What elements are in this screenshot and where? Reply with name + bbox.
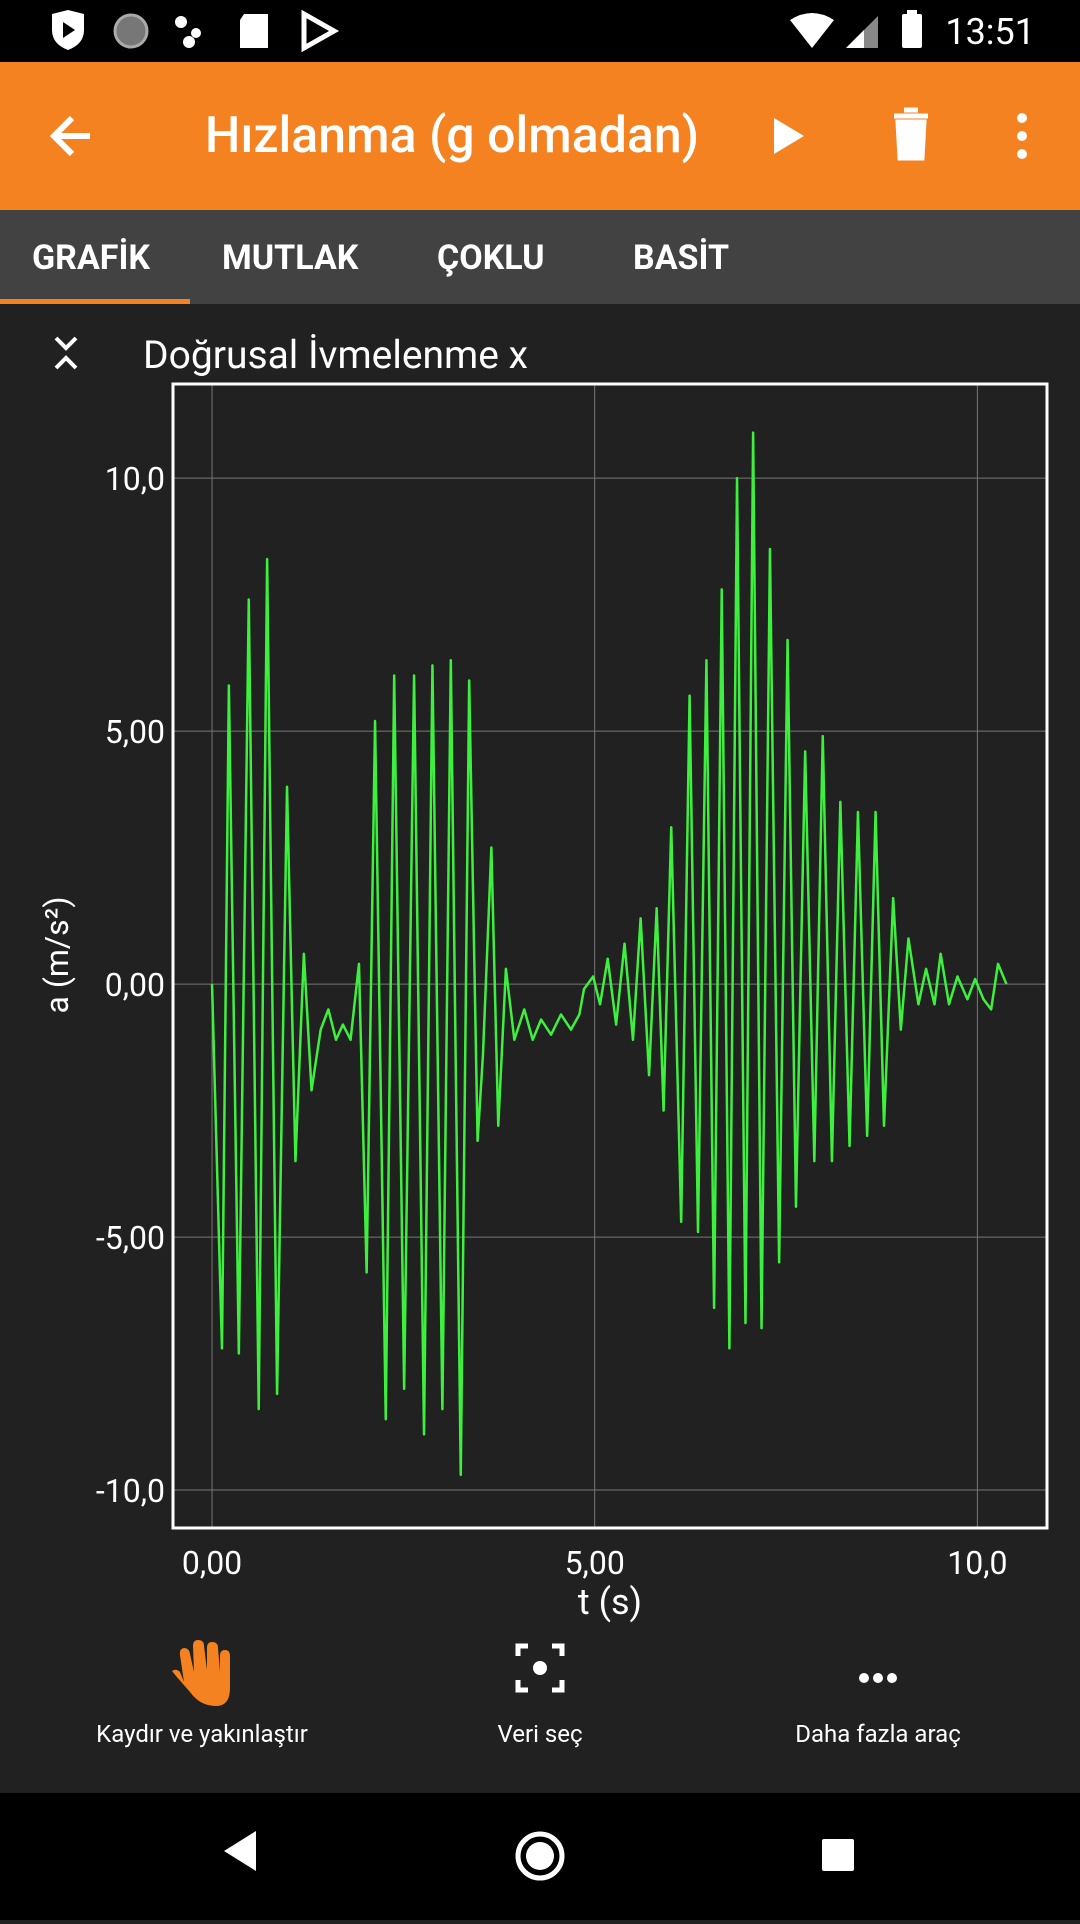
status-icons: 13:51 bbox=[52, 9, 1035, 53]
status-bar: 13:51 bbox=[0, 0, 1080, 62]
nav-back[interactable] bbox=[224, 1831, 256, 1871]
more-tools-icon[interactable] bbox=[887, 1673, 897, 1683]
collapse-button[interactable] bbox=[54, 336, 78, 370]
toolbar-icons: Hızlanma (g olmadan) bbox=[49, 107, 1027, 165]
sync-icon bbox=[113, 13, 149, 49]
tool-icons bbox=[172, 1640, 897, 1706]
toolbar: Hızlanma (g olmadan) bbox=[0, 62, 1080, 210]
play-button[interactable] bbox=[774, 118, 804, 154]
y-tick-label: 0,00 bbox=[105, 966, 165, 1004]
battery-tip bbox=[907, 10, 917, 15]
plot-frame bbox=[171, 382, 1049, 1530]
navigation-bar bbox=[0, 1793, 1080, 1920]
tool-label[interactable]: Daha fazla araç bbox=[795, 1720, 961, 1748]
tab[interactable]: GRAFİK bbox=[32, 238, 151, 278]
tool-label[interactable]: Veri seç bbox=[497, 1720, 583, 1748]
tab[interactable]: MUTLAK bbox=[222, 238, 359, 278]
chart-title: Doğrusal İvmelenme x bbox=[143, 332, 528, 378]
toolbar-title: Hızlanma (g olmadan) bbox=[205, 107, 699, 165]
y-tick-label: 5,00 bbox=[105, 713, 165, 751]
wifi-icon bbox=[790, 13, 834, 48]
tab[interactable]: BASİT bbox=[633, 238, 730, 278]
pan-zoom-icon[interactable] bbox=[172, 1640, 230, 1706]
tool-label[interactable]: Kaydır ve yakınlaştır bbox=[96, 1720, 308, 1748]
clock: 13:51 bbox=[945, 11, 1035, 53]
delete-button[interactable] bbox=[894, 107, 928, 161]
dots-icon bbox=[183, 36, 195, 48]
x-tick-label: 0,00 bbox=[182, 1544, 242, 1582]
y-axis-label: a (m/s²) bbox=[38, 897, 76, 1014]
nav-home-dot bbox=[526, 1842, 554, 1870]
shield-play bbox=[63, 22, 75, 38]
y-tick-label: -10,0 bbox=[96, 1472, 165, 1510]
x-axis-label: t (s) bbox=[578, 1581, 642, 1623]
back-button[interactable] bbox=[49, 115, 90, 157]
nav-home[interactable] bbox=[515, 1831, 565, 1881]
x-tick-label: 5,00 bbox=[565, 1544, 625, 1582]
dots-icon bbox=[175, 16, 187, 28]
dots-icon bbox=[191, 28, 201, 38]
data-line bbox=[210, 431, 1008, 1477]
chart: Doğrusal İvmelenme x t (s) a (m/s²) -10,… bbox=[38, 332, 1049, 1623]
x-tick-label: 10,0 bbox=[947, 1544, 1007, 1582]
tab-indicator bbox=[0, 299, 190, 304]
select-data-icon[interactable] bbox=[515, 1643, 565, 1693]
nav-recents[interactable] bbox=[822, 1839, 854, 1871]
y-tick-label: -5,00 bbox=[96, 1219, 165, 1257]
more-tools-icon[interactable] bbox=[873, 1673, 883, 1683]
battery-icon bbox=[902, 14, 922, 48]
select-data-dot bbox=[533, 1661, 547, 1675]
signal-icon bbox=[846, 30, 864, 48]
more-tools-icon[interactable] bbox=[859, 1673, 869, 1683]
tab-bar: GRAFİK MUTLAK ÇOKLU BASİT bbox=[0, 210, 1080, 304]
play-store-icon bbox=[301, 9, 340, 53]
tab[interactable]: ÇOKLU bbox=[437, 238, 545, 278]
y-tick-label: 10,0 bbox=[105, 460, 165, 498]
menu-button[interactable] bbox=[1017, 113, 1027, 123]
sd-icon bbox=[240, 14, 268, 48]
menu-button[interactable] bbox=[1017, 131, 1027, 141]
menu-button[interactable] bbox=[1017, 149, 1027, 159]
nav-icons bbox=[224, 1831, 854, 1881]
